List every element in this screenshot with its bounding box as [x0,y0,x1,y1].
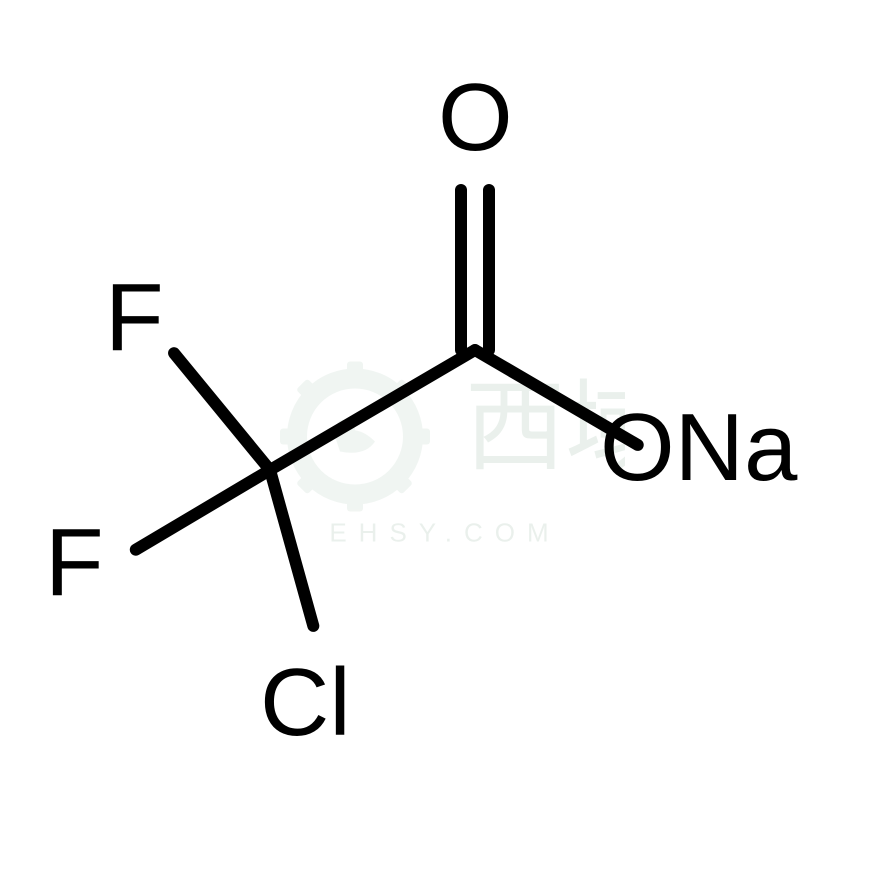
atom-label-O_dbl: O [438,70,513,166]
atom-label-O_single: ONa [600,400,797,496]
atom-label-F2: F [45,515,104,611]
atom-label-Cl: Cl [260,655,351,751]
atom-label-F1: F [105,270,164,366]
